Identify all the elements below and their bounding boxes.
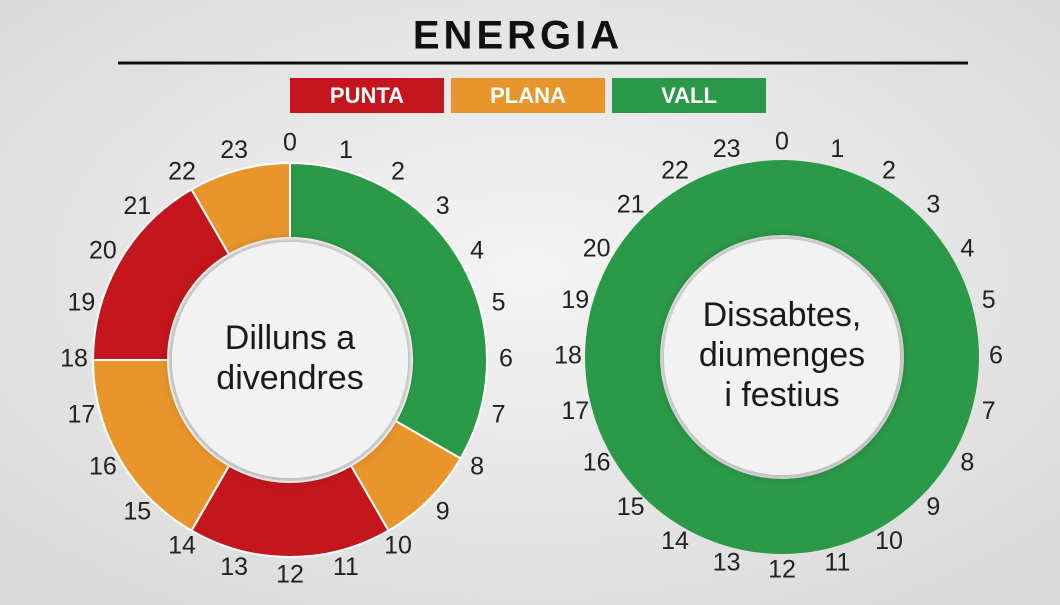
hour-label: 7 [492, 401, 506, 429]
hour-label: 10 [875, 527, 903, 555]
center-label: diumenges [699, 336, 865, 374]
hour-label: 21 [123, 192, 151, 220]
hour-label: 14 [661, 527, 689, 555]
hour-label: 4 [470, 237, 484, 265]
hour-label: 0 [283, 129, 297, 157]
legend-label: PLANA [490, 83, 566, 108]
center-disc [172, 242, 408, 478]
hour-label: 9 [436, 497, 450, 525]
hour-label: 15 [617, 493, 645, 521]
hour-label: 9 [926, 493, 940, 521]
hour-label: 8 [960, 449, 974, 477]
legend-label: VALL [661, 83, 717, 108]
hour-label: 11 [824, 548, 850, 576]
legend-swatch [612, 78, 766, 113]
hour-label: 16 [583, 449, 611, 477]
hour-label: 3 [926, 190, 940, 218]
donut-segment [585, 160, 979, 554]
hour-label: 2 [882, 156, 896, 184]
hour-label: 7 [982, 397, 996, 425]
hour-label: 23 [220, 136, 248, 164]
legend-label: PUNTA [330, 83, 404, 108]
hour-label: 3 [436, 192, 450, 220]
hour-label: 21 [617, 190, 645, 218]
hour-label: 6 [989, 342, 1003, 370]
hour-label: 22 [661, 156, 689, 184]
hour-label: 22 [168, 158, 196, 186]
hour-label: 5 [492, 289, 506, 317]
hour-label: 20 [89, 237, 117, 265]
hour-label: 6 [499, 345, 513, 373]
hour-label: 18 [60, 345, 88, 373]
hour-label: 10 [384, 532, 412, 560]
center-label: divendres [216, 359, 363, 397]
hour-label: 11 [333, 553, 359, 581]
hour-label: 16 [89, 453, 117, 481]
hour-label: 23 [713, 135, 741, 163]
hour-label: 14 [168, 532, 196, 560]
hour-label: 15 [123, 497, 151, 525]
hour-label: 12 [276, 561, 304, 589]
legend-swatch [451, 78, 605, 113]
hour-label: 19 [67, 289, 95, 317]
hour-label: 19 [561, 286, 589, 314]
hour-label: 8 [470, 453, 484, 481]
donut-segment [190, 161, 291, 256]
hour-label: 13 [220, 553, 248, 581]
hour-label: 0 [775, 128, 789, 156]
hour-label: 1 [339, 136, 353, 164]
center-label: i festius [724, 376, 839, 414]
hour-label: 13 [713, 548, 741, 576]
center-label: Dilluns a [225, 319, 355, 357]
donut-segment [289, 161, 488, 460]
hour-label: 12 [768, 556, 796, 584]
hour-label: 18 [554, 342, 582, 370]
center-disc [664, 239, 900, 475]
hour-label: 17 [67, 401, 95, 429]
hour-label: 4 [960, 235, 974, 263]
hour-label: 5 [982, 286, 996, 314]
hour-label: 17 [561, 397, 589, 425]
title: ENERGIA [413, 14, 623, 58]
center-label: Dissabtes, [703, 296, 862, 334]
hour-label: 1 [830, 135, 844, 163]
legend-swatch [290, 78, 444, 113]
hour-label: 20 [583, 235, 611, 263]
hour-label: 2 [391, 158, 405, 186]
